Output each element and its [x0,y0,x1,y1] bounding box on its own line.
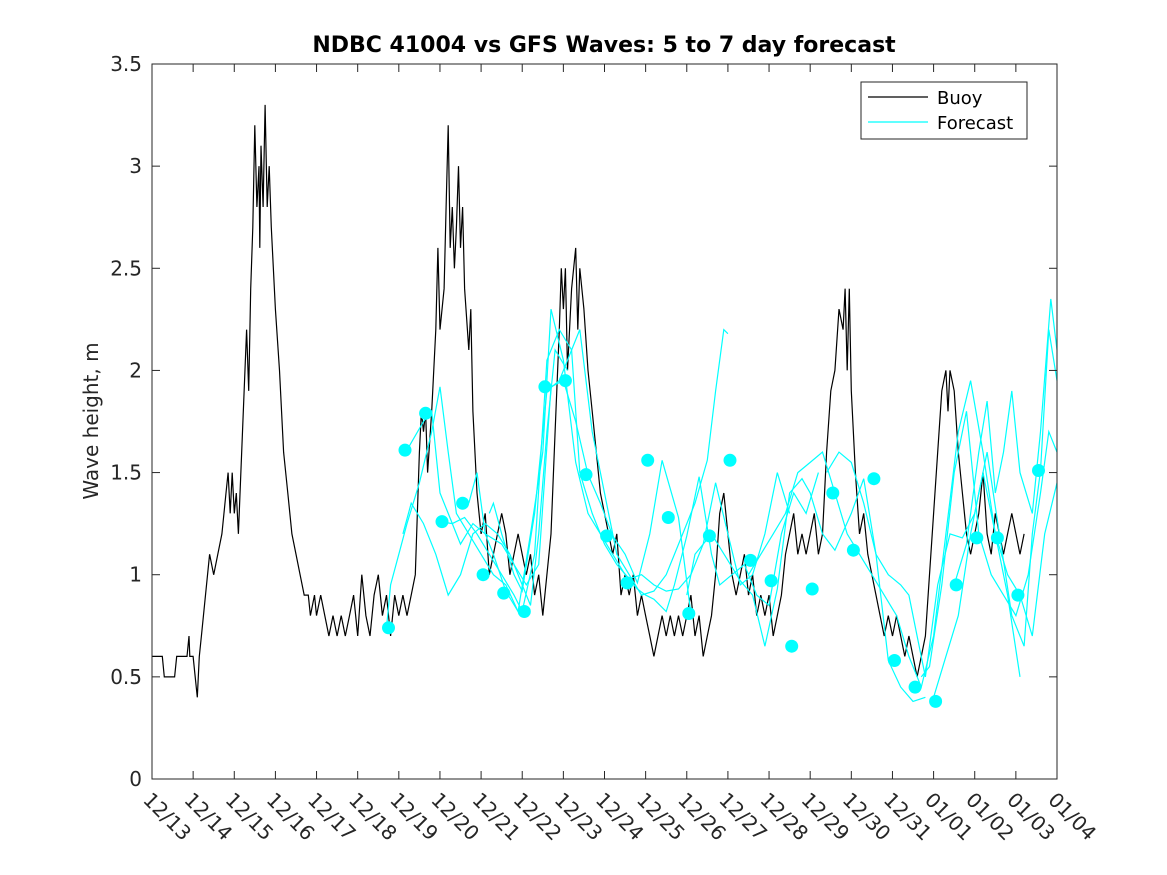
y-tick-label: 1 [129,563,142,587]
forecast-series-line-8 [826,329,1058,678]
y-tick-label: 2 [129,358,142,382]
y-tick-label: 0.5 [110,665,142,689]
forecast-marker [497,586,511,600]
data-layer [152,104,1058,708]
forecast-marker [826,486,840,500]
forecast-marker [682,607,696,620]
forecast-series-line-0 [385,386,519,628]
forecast-marker [723,453,737,467]
forecast-marker [970,531,984,545]
forecast-series-line-2 [406,379,692,614]
forecast-marker [398,443,412,457]
forecast-marker [908,680,922,694]
forecast-marker [538,380,552,394]
forecast-marker [929,694,943,708]
forecast-series-line-11 [953,298,1058,586]
y-tick-label: 3 [129,154,142,178]
forecast-series-line-6 [686,477,926,703]
forecast-marker [785,639,799,653]
forecast-series-line-4 [468,308,819,614]
forecast-marker [744,553,757,567]
forecast-marker [435,515,449,529]
forecast-marker [702,529,716,543]
forecast-marker [1011,588,1025,602]
forecast-marker [990,531,1004,545]
forecast-series-line-5 [488,328,729,596]
forecast-marker [579,468,593,482]
forecast-marker [888,654,901,667]
forecast-marker [558,374,572,388]
forecast-series-line-7 [747,380,1021,690]
y-tick-label: 0 [129,767,142,791]
forecast-marker [517,605,531,618]
forecast-marker [476,568,490,582]
y-tick-label: 3.5 [110,52,142,76]
legend-forecast-label: Forecast [937,113,1013,134]
forecast-marker [641,453,655,467]
forecast-marker [382,621,395,635]
y-axis-label: Wave height, m [79,342,103,499]
chart-title: NDBC 41004 vs GFS Waves: 5 to 7 day fore… [312,33,896,58]
forecast-marker [805,582,819,596]
forecast-marker [661,511,675,524]
forecast-marker [456,496,470,510]
y-tick-label: 1.5 [110,461,142,485]
legend-box [860,81,1028,140]
forecast-marker [867,472,881,486]
forecast-marker [949,578,963,592]
forecast-marker [1032,464,1045,477]
forecast-marker [600,529,614,543]
forecast-series-line-1 [402,348,569,606]
legend-buoy-label: Buoy [937,88,983,109]
forecast-marker [620,576,634,590]
legend: Buoy Forecast [860,81,1028,140]
plot-area [152,64,1057,779]
y-tick-label: 2.5 [110,256,142,280]
forecast-marker [764,574,778,588]
forecast-marker [846,543,860,557]
forecast-marker [419,406,433,420]
forecast-series-line-9 [920,411,1058,678]
